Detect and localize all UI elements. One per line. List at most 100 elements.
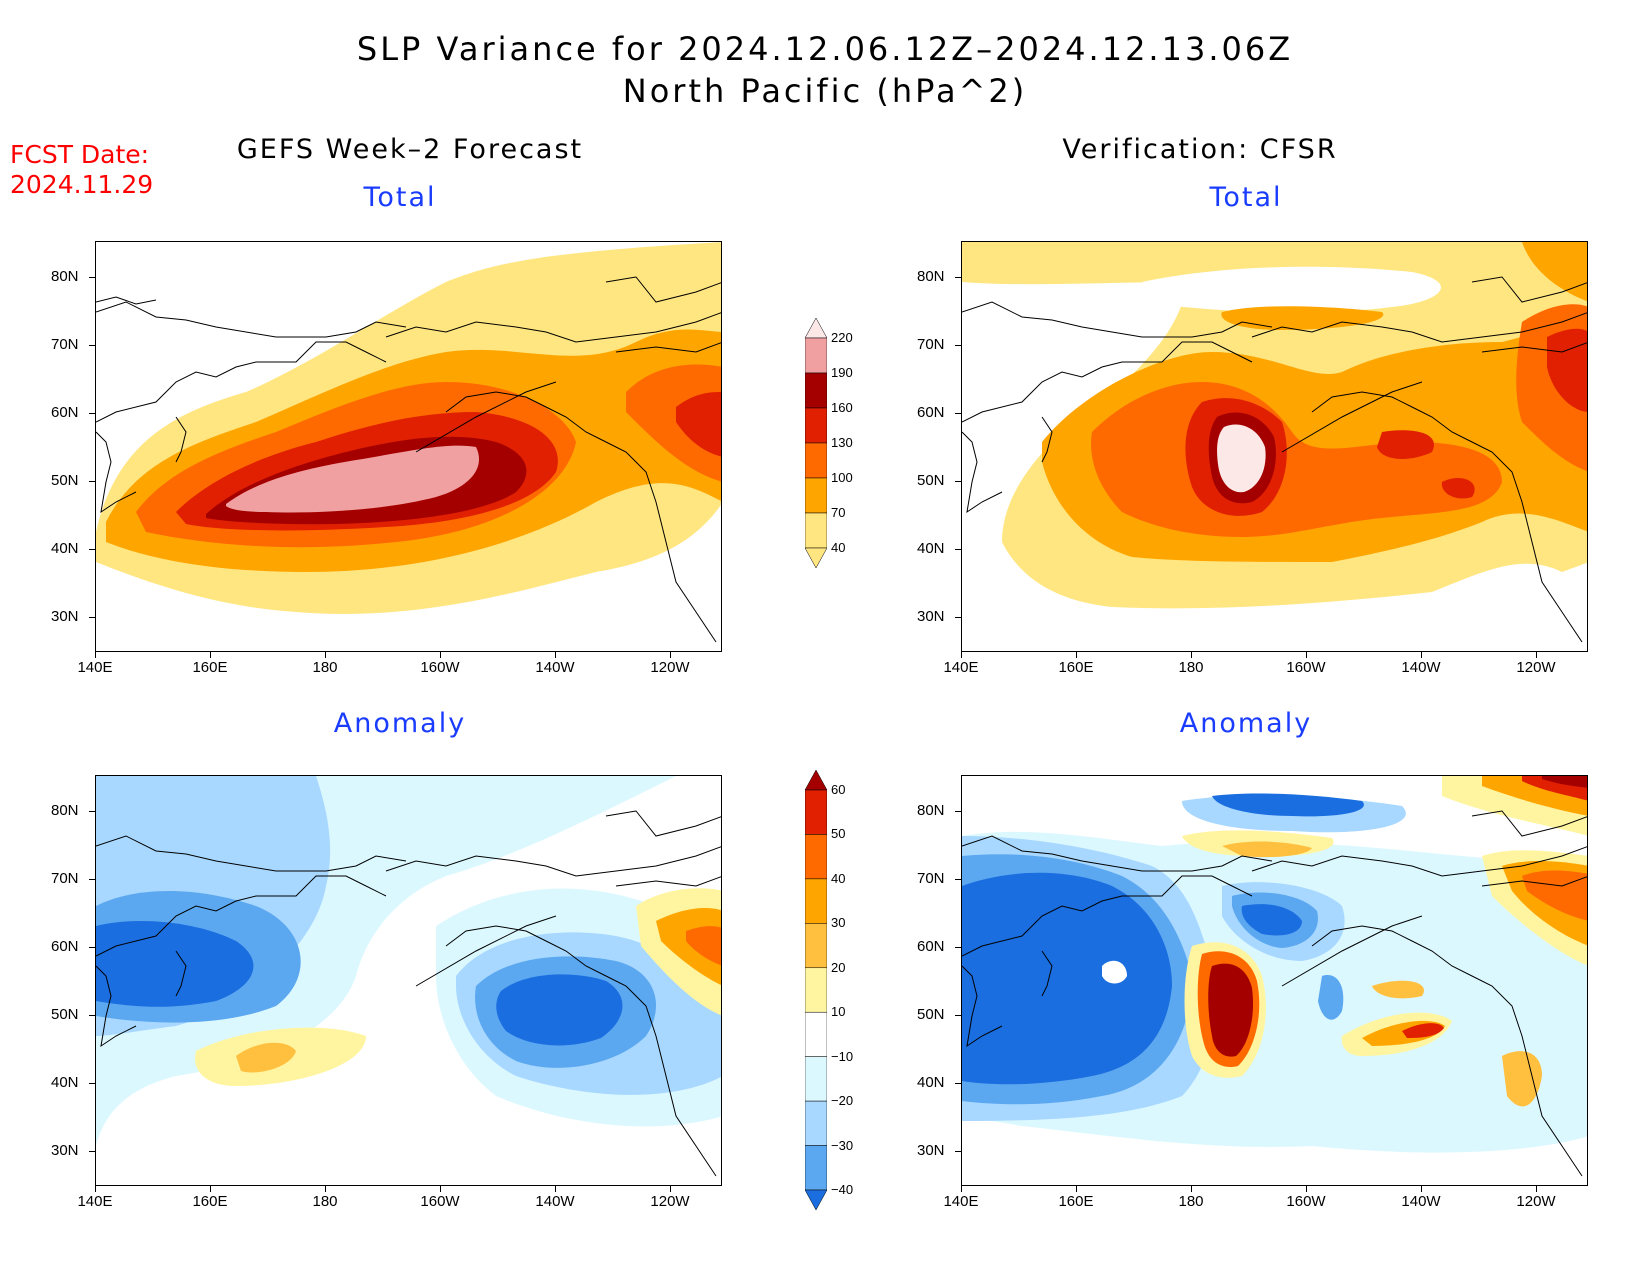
lat-tick-mark (89, 549, 95, 550)
lat-tick-mark (89, 277, 95, 278)
lat-tick-mark (955, 481, 961, 482)
lat-tick-mark (89, 481, 95, 482)
colorbar-label: 130 (831, 435, 853, 450)
lon-tick-label: 160W (1286, 659, 1326, 676)
lat-tick-label: 80N (51, 802, 79, 819)
lat-tick-label: 60N (917, 404, 945, 421)
map-forecast-total (95, 241, 722, 652)
lon-tick-mark (1536, 652, 1537, 658)
lon-tick-mark (1306, 652, 1307, 658)
lon-tick-mark (210, 652, 211, 658)
lon-tick-label: 180 (312, 1193, 338, 1210)
main-subtitle: North Pacific (hPa^2) (622, 72, 1028, 110)
colorbar-label: 70 (831, 505, 846, 520)
lon-tick-label: 120W (1516, 659, 1556, 676)
lon-tick-label: 160E (192, 1193, 228, 1210)
lon-tick-label: 160W (420, 1193, 460, 1210)
lon-tick-label: 120W (1516, 1193, 1556, 1210)
lon-tick-label: 140E (77, 1193, 113, 1210)
lat-tick-mark (89, 413, 95, 414)
left-header: GEFS Week–2 Forecast (236, 134, 584, 165)
lon-tick-label: 180 (312, 659, 338, 676)
lat-tick-label: 70N (51, 870, 79, 887)
lon-tick-label: 180 (1178, 659, 1204, 676)
lat-tick-label: 50N (51, 472, 79, 489)
lon-tick-mark (1421, 1186, 1422, 1192)
lat-tick-label: 80N (917, 802, 945, 819)
lon-tick-label: 140E (77, 659, 113, 676)
lon-tick-mark (1306, 1186, 1307, 1192)
lon-tick-label: 120W (650, 659, 690, 676)
lat-tick-mark (955, 413, 961, 414)
colorbar-graphic (804, 317, 828, 569)
lat-tick-label: 40N (51, 1074, 79, 1091)
lat-tick-mark (89, 345, 95, 346)
lat-tick-label: 60N (917, 938, 945, 955)
colorbar-label: 10 (831, 1004, 846, 1020)
lon-tick-mark (1191, 652, 1192, 658)
lon-tick-mark (1191, 1186, 1192, 1192)
colorbar-label: 100 (831, 470, 853, 485)
lat-tick-label: 60N (51, 404, 79, 421)
right-header: Verification: CFSR (1062, 134, 1338, 165)
colorbar-label: 40 (831, 540, 846, 555)
lon-tick-mark (1076, 1186, 1077, 1192)
lat-tick-mark (89, 617, 95, 618)
colorbar-label: 50 (831, 826, 846, 842)
lon-tick-mark (440, 652, 441, 658)
lon-tick-mark (1536, 1186, 1537, 1192)
lon-tick-mark (555, 652, 556, 658)
lon-tick-label: 160E (1058, 1193, 1094, 1210)
lon-tick-label: 140W (1401, 1193, 1441, 1210)
lon-tick-label: 160W (1286, 1193, 1326, 1210)
panel-tr-label: Total (1209, 182, 1283, 213)
lat-tick-mark (89, 1083, 95, 1084)
lon-tick-label: 140E (943, 1193, 979, 1210)
fcst-date: FCST Date: 2024.11.29 (10, 140, 153, 200)
colorbar-total: 220 190 160 130 100 70 40 (804, 317, 853, 569)
lat-tick-mark (955, 879, 961, 880)
lon-tick-label: 120W (650, 1193, 690, 1210)
map-forecast-anomaly (95, 775, 722, 1186)
lon-tick-label: 160E (192, 659, 228, 676)
lon-tick-label: 160W (420, 659, 460, 676)
colorbar-label: 60 (831, 782, 846, 797)
lon-tick-mark (961, 652, 962, 658)
lon-tick-label: 140W (535, 1193, 575, 1210)
lat-tick-label: 40N (917, 1074, 945, 1091)
lat-tick-mark (955, 811, 961, 812)
lat-tick-mark (955, 617, 961, 618)
map-verification-total (961, 241, 1588, 652)
lat-tick-mark (955, 345, 961, 346)
lat-tick-label: 50N (51, 1006, 79, 1023)
lat-tick-label: 40N (51, 540, 79, 557)
colorbar-label: −30 (831, 1137, 854, 1153)
colorbar-label: 160 (831, 400, 853, 415)
lon-tick-mark (1076, 652, 1077, 658)
lat-tick-label: 40N (917, 540, 945, 557)
lat-tick-mark (89, 879, 95, 880)
colorbar-label: 30 (831, 915, 846, 931)
colorbar-label: 40 (831, 870, 846, 886)
lon-tick-mark (210, 1186, 211, 1192)
colorbar-label: 190 (831, 365, 853, 380)
lat-tick-label: 50N (917, 472, 945, 489)
colorbar-label: −10 (831, 1048, 854, 1064)
colorbar-label: −20 (831, 1093, 854, 1109)
lon-tick-mark (325, 1186, 326, 1192)
lat-tick-mark (955, 947, 961, 948)
lon-tick-mark (1421, 652, 1422, 658)
lat-tick-mark (89, 947, 95, 948)
lat-tick-mark (955, 1015, 961, 1016)
lat-tick-label: 30N (917, 1142, 945, 1159)
lat-tick-label: 70N (917, 336, 945, 353)
colorbar-label: 20 (831, 959, 846, 975)
lat-tick-mark (955, 1151, 961, 1152)
main-title: SLP Variance for 2024.12.06.12Z–2024.12.… (356, 30, 1294, 68)
colorbar-anomaly: 60 50 40 30 20 10 −10 −20 −30 −40 (804, 769, 853, 1211)
lon-tick-label: 160E (1058, 659, 1094, 676)
lat-tick-mark (89, 1151, 95, 1152)
lon-tick-label: 140W (1401, 659, 1441, 676)
lon-tick-mark (95, 1186, 96, 1192)
panel-br-label: Anomaly (1179, 708, 1313, 739)
